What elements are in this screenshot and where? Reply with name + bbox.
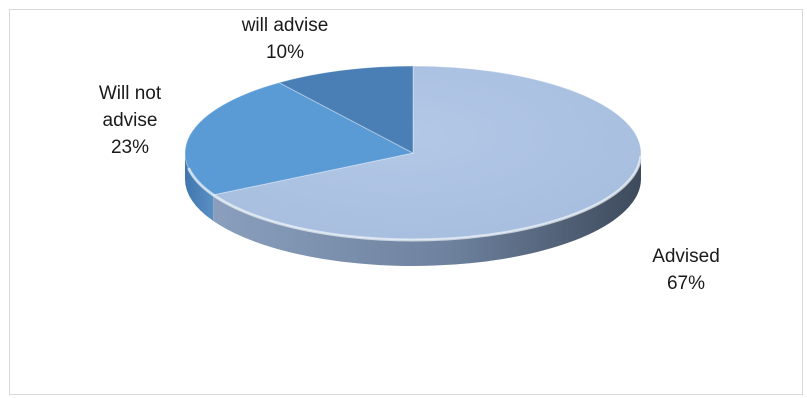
pie-side-will-not-advise	[185, 153, 214, 221]
data-label-line: 23%	[111, 137, 149, 158]
data-label-line: advise	[103, 110, 158, 131]
data-label-will-not-advise: Will not advise 23%	[99, 83, 162, 158]
data-label-advised: Advised 67%	[652, 246, 720, 294]
pie-side-advised	[213, 153, 641, 266]
data-label-line: Will not	[99, 83, 162, 104]
data-label-line: Advised	[652, 246, 720, 267]
data-label-will-advise: will advise 10%	[241, 15, 329, 63]
pie-rim-highlight	[187, 155, 643, 242]
data-label-line: will advise	[241, 15, 329, 36]
data-label-line: 10%	[266, 42, 304, 63]
pie-slice-will-advise	[277, 65, 414, 154]
data-label-line: 67%	[667, 273, 705, 294]
